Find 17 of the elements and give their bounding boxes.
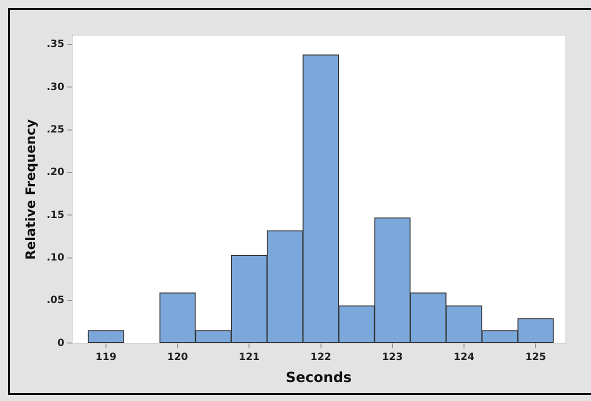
y-tick-label: .15 — [46, 210, 64, 221]
y-tick-label: .10 — [46, 252, 64, 264]
x-tick-label: 125 — [525, 352, 546, 363]
y-tick-label: .25 — [46, 124, 64, 136]
x-axis-title: Seconds — [286, 370, 352, 386]
y-tick-label: .05 — [46, 295, 64, 306]
y-axis-title: Relative Frequency — [24, 118, 40, 260]
x-tick-label: 120 — [167, 352, 188, 363]
x-tick-label: 122 — [310, 352, 332, 363]
x-tick-label: 124 — [454, 352, 475, 363]
x-tick-label: 121 — [238, 352, 260, 363]
y-tick-label: .30 — [46, 82, 64, 93]
x-tick-label: 123 — [382, 352, 403, 363]
y-tick-label: .20 — [46, 167, 64, 178]
y-tick-label: 0 — [57, 338, 64, 349]
y-tick-label: .35 — [46, 39, 64, 50]
x-tick-label: 119 — [96, 352, 116, 363]
